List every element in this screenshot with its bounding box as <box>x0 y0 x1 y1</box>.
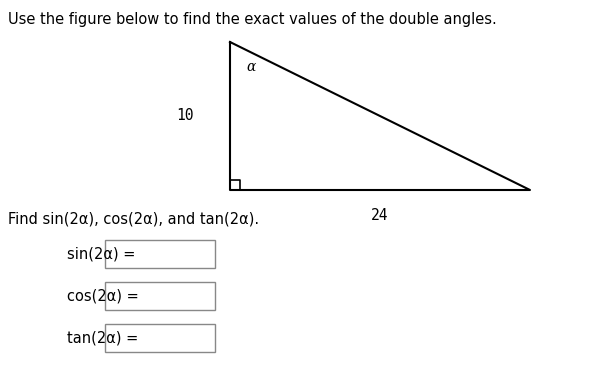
Text: cos(2α) =: cos(2α) = <box>67 288 139 304</box>
Text: α: α <box>246 60 255 74</box>
Bar <box>105 240 215 268</box>
Text: tan(2α) =: tan(2α) = <box>67 331 138 345</box>
Text: 24: 24 <box>371 208 389 223</box>
Text: sin(2α) =: sin(2α) = <box>67 247 135 262</box>
Bar <box>105 282 215 310</box>
Text: Use the figure below to find the exact values of the double angles.: Use the figure below to find the exact v… <box>8 12 497 27</box>
Bar <box>105 324 215 352</box>
Text: Find sin(2α), cos(2α), and tan(2α).: Find sin(2α), cos(2α), and tan(2α). <box>8 212 259 227</box>
Text: 10: 10 <box>176 109 194 124</box>
